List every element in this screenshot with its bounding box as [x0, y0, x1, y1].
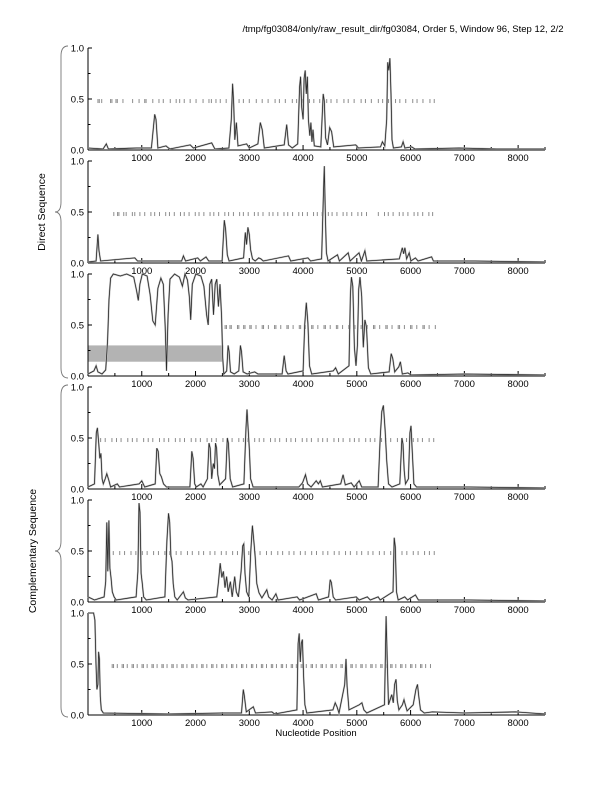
- x-tick-label: 1000: [131, 153, 152, 164]
- y-tick-label: 0.5: [71, 95, 84, 106]
- x-tick-label: 3000: [239, 379, 260, 390]
- x-tick-label: 6000: [400, 266, 421, 277]
- x-tick-label: 4000: [292, 379, 313, 390]
- x-tick-label: 8000: [508, 266, 529, 277]
- x-tick-label: 2000: [185, 266, 206, 277]
- y-tick-label: 0.5: [71, 547, 84, 558]
- y-tick-label: 1.0: [71, 383, 84, 394]
- x-tick-label: 1000: [131, 379, 152, 390]
- signal-trace: [87, 503, 546, 602]
- y-tick-label: 0.0: [71, 259, 84, 270]
- x-tick-label: 3000: [239, 718, 260, 729]
- x-tick-label: 6000: [400, 153, 421, 164]
- signal-trace-halo: [87, 58, 545, 150]
- y-tick-label: 0.5: [71, 660, 84, 671]
- x-tick-label: 6000: [400, 379, 421, 390]
- x-tick-label: 3000: [239, 605, 260, 616]
- x-tick-label: 7000: [454, 605, 475, 616]
- x-tick-label: 2000: [185, 153, 206, 164]
- x-tick-label: 4000: [292, 492, 313, 503]
- x-tick-label: 5000: [346, 379, 367, 390]
- y-tick-label: 1.0: [71, 157, 84, 168]
- x-tick-label: 4000: [292, 605, 313, 616]
- x-tick-label: 8000: [508, 718, 529, 729]
- x-tick-label: 7000: [454, 718, 475, 729]
- y-tick-label: 0.5: [71, 321, 84, 332]
- y-tick-label: 0.0: [71, 485, 84, 496]
- x-tick-label: 7000: [454, 153, 475, 164]
- y-tick-label: 1.0: [71, 44, 84, 55]
- x-tick-label: 1000: [131, 718, 152, 729]
- signal-trace-halo: [87, 405, 546, 489]
- stop-codon-marks: [224, 325, 436, 330]
- x-tick-label: 3000: [239, 266, 260, 277]
- panel-direct-frame-3: 0.0 0.5 1.0 1000 2000 3000 4000 5000 6000 7000 800…: [71, 270, 546, 390]
- y-tick-label: 0.5: [71, 434, 84, 445]
- x-tick-label: 6000: [400, 718, 421, 729]
- panel-direct-frame-1: 0.0 0.5 1.0 1000 2000 3000 4000 5000 6000 7000 800…: [71, 44, 546, 164]
- x-tick-label: 8000: [508, 492, 529, 503]
- x-tick-label: 7000: [454, 492, 475, 503]
- x-tick-label: 3000: [239, 492, 260, 503]
- signal-trace-halo: [88, 612, 546, 717]
- x-tick-label: 4000: [292, 153, 313, 164]
- y-tick-label: 0.0: [71, 146, 84, 157]
- stop-codon-marks: [97, 99, 435, 104]
- x-axis-title: Nucleotide Position: [275, 728, 357, 739]
- x-tick-label: 4000: [292, 718, 313, 729]
- x-tick-label: 7000: [454, 379, 475, 390]
- signal-trace: [88, 612, 546, 715]
- stop-codon-marks: [95, 438, 435, 443]
- signal-trace: [87, 272, 546, 376]
- x-tick-label: 5000: [346, 605, 367, 616]
- x-tick-label: 1000: [131, 492, 152, 503]
- stop-codon-marks: [113, 212, 434, 217]
- complementary-sequence-brace: [54, 384, 69, 718]
- x-tick-label: 1000: [131, 266, 152, 277]
- x-tick-label: 8000: [508, 153, 529, 164]
- x-tick-label: 2000: [185, 718, 206, 729]
- signal-trace: [87, 58, 545, 150]
- y-tick-label: 0.0: [71, 711, 84, 722]
- x-tick-label: 3000: [239, 153, 260, 164]
- panel-complementary-frame-2: 0.0 0.5 1.0 1000 2000 3000 4000 5000 6000 7000 800…: [71, 496, 546, 616]
- signal-trace: [87, 405, 546, 489]
- x-tick-label: 5000: [346, 153, 367, 164]
- x-tick-label: 5000: [346, 718, 367, 729]
- stop-codon-marks: [111, 664, 431, 669]
- x-tick-label: 6000: [400, 492, 421, 503]
- panel-complementary-frame-3: 0.0 0.5 1.0 1000 2000 3000 4000 5000 6000 7000 800…: [71, 609, 546, 729]
- y-tick-label: 0.0: [71, 372, 84, 383]
- x-tick-label: 2000: [185, 492, 206, 503]
- panel-complementary-frame-1: 0.0 0.5 1.0 1000 2000 3000 4000 5000 6000 7000 800…: [71, 383, 546, 503]
- x-tick-label: 2000: [185, 379, 206, 390]
- signal-trace: [87, 166, 546, 263]
- y-tick-label: 1.0: [71, 270, 84, 281]
- y-tick-label: 1.0: [71, 609, 84, 620]
- x-tick-label: 7000: [454, 266, 475, 277]
- x-tick-label: 8000: [508, 379, 529, 390]
- x-tick-label: 5000: [346, 492, 367, 503]
- x-tick-label: 8000: [508, 605, 529, 616]
- stop-codon-marks: [106, 551, 435, 556]
- panel-direct-frame-2: 0.0 0.5 1.0 1000 2000 3000 4000 5000 6000 7000 800…: [71, 157, 546, 277]
- figure-title: /tmp/fg03084/only/raw_result_dir/fg03084…: [242, 24, 564, 35]
- y-tick-label: 0.0: [71, 598, 84, 609]
- x-tick-label: 2000: [185, 605, 206, 616]
- x-tick-label: 6000: [400, 605, 421, 616]
- predicted-region-bar: [88, 345, 224, 362]
- y-tick-label: 1.0: [71, 496, 84, 507]
- x-tick-label: 4000: [292, 266, 313, 277]
- x-tick-label: 5000: [346, 266, 367, 277]
- signal-trace-halo: [87, 166, 546, 264]
- x-tick-label: 1000: [131, 605, 152, 616]
- direct-sequence-brace: [54, 45, 69, 379]
- y-tick-label: 0.5: [71, 208, 84, 219]
